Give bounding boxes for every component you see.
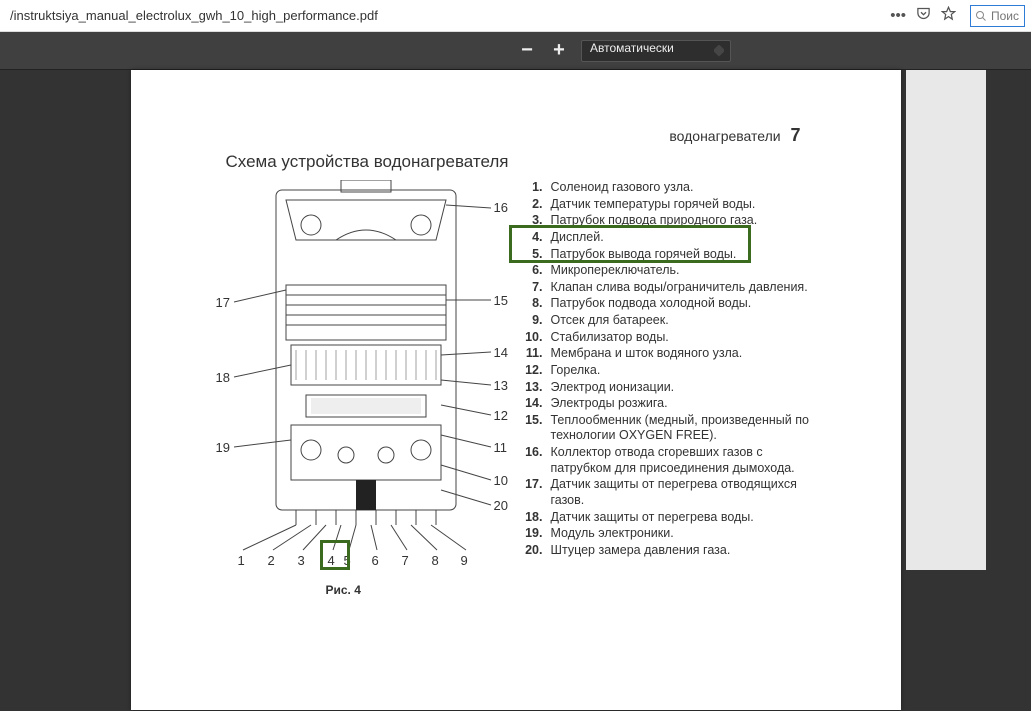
legend-num: 2. xyxy=(521,197,543,213)
legend-num: 17. xyxy=(521,477,543,508)
legend-item-7: 7. Клапан слива воды/ограничитель давлени… xyxy=(521,280,811,296)
zoom-select[interactable]: Автоматически xyxy=(581,40,731,62)
callout-14: 14 xyxy=(494,345,508,360)
zoom-out-button[interactable]: − xyxy=(517,39,537,62)
callout-13: 13 xyxy=(494,378,508,393)
legend-text: Электрод ионизации. xyxy=(551,380,811,396)
schematic-diagram: 1718191615141312111020123456789 xyxy=(216,180,516,560)
legend-item-19: 19. Модуль электроники. xyxy=(521,526,811,542)
header-category: водонагреватели xyxy=(669,128,780,144)
pdf-stage: водонагреватели 7 Схема устройства водон… xyxy=(0,70,1031,711)
legend-num: 12. xyxy=(521,363,543,379)
legend-item-8: 8. Патрубок подвода холодной воды. xyxy=(521,296,811,312)
highlight-2 xyxy=(320,540,350,570)
pocket-icon[interactable] xyxy=(916,6,931,25)
callout-10: 10 xyxy=(494,473,508,488)
callout-9: 9 xyxy=(461,553,468,568)
legend-text: Микропереключатель. xyxy=(551,263,811,279)
legend-text: Теплообменник (медный, произведенный по … xyxy=(551,413,811,444)
page-header: водонагреватели 7 xyxy=(669,125,800,146)
addr-icons: ••• xyxy=(890,6,962,25)
search-icon xyxy=(975,10,987,22)
legend-item-10: 10. Стабилизатор воды. xyxy=(521,330,811,346)
legend-item-14: 14. Электроды розжига. xyxy=(521,396,811,412)
legend-item-15: 15. Теплообменник (медный, произведенный … xyxy=(521,413,811,444)
highlight-1 xyxy=(509,225,751,263)
legend-num: 20. xyxy=(521,543,543,559)
legend-text: Стабилизатор воды. xyxy=(551,330,811,346)
callout-12: 12 xyxy=(494,408,508,423)
legend-num: 7. xyxy=(521,280,543,296)
legend-num: 11. xyxy=(521,346,543,362)
callout-6: 6 xyxy=(372,553,379,568)
legend-item-6: 6. Микропереключатель. xyxy=(521,263,811,279)
address-bar: /instruktsiya_manual_electrolux_gwh_10_h… xyxy=(0,0,1031,32)
callout-16: 16 xyxy=(494,200,508,215)
legend-text: Штуцер замера давления газа. xyxy=(551,543,811,559)
header-page: 7 xyxy=(790,125,800,145)
thumbnail-sidebar[interactable] xyxy=(906,70,986,570)
legend-num: 18. xyxy=(521,510,543,526)
legend-num: 15. xyxy=(521,413,543,444)
legend-item-2: 2. Датчик температуры горячей воды. xyxy=(521,197,811,213)
legend-item-16: 16. Коллектор отвода сгоревших газов с па… xyxy=(521,445,811,476)
pdf-toolbar: − + Автоматически xyxy=(0,32,1031,70)
legend-item-13: 13. Электрод ионизации. xyxy=(521,380,811,396)
callout-8: 8 xyxy=(432,553,439,568)
pdf-page: водонагреватели 7 Схема устройства водон… xyxy=(131,70,901,710)
legend-text: Патрубок подвода холодной воды. xyxy=(551,296,811,312)
legend-num: 1. xyxy=(521,180,543,196)
legend-item-17: 17. Датчик защиты от перегрева отводящихс… xyxy=(521,477,811,508)
legend-text: Электроды розжига. xyxy=(551,396,811,412)
legend-num: 10. xyxy=(521,330,543,346)
diagram-svg xyxy=(216,180,516,560)
legend-text: Датчик защиты от перегрева отводящихся г… xyxy=(551,477,811,508)
legend-num: 19. xyxy=(521,526,543,542)
legend-num: 14. xyxy=(521,396,543,412)
legend-num: 6. xyxy=(521,263,543,279)
legend-num: 16. xyxy=(521,445,543,476)
callout-3: 3 xyxy=(298,553,305,568)
search-box[interactable] xyxy=(970,5,1025,27)
legend-text: Мембрана и шток водяного узла. xyxy=(551,346,811,362)
figure-label: Рис. 4 xyxy=(326,583,361,597)
legend-item-18: 18. Датчик защиты от перегрева воды. xyxy=(521,510,811,526)
legend-text: Датчик защиты от перегрева воды. xyxy=(551,510,811,526)
legend-item-20: 20. Штуцер замера давления газа. xyxy=(521,543,811,559)
zoom-in-button[interactable]: + xyxy=(549,39,569,62)
section-title: Схема устройства водонагревателя xyxy=(226,152,509,172)
star-icon[interactable] xyxy=(941,6,956,25)
legend-text: Коллектор отвода сгоревших газов с патру… xyxy=(551,445,811,476)
legend-text: Соленоид газового узла. xyxy=(551,180,811,196)
callout-1: 1 xyxy=(238,553,245,568)
pdf-viewer: − + Автоматически водонагреватели 7 Схем… xyxy=(0,32,1031,711)
callout-20: 20 xyxy=(494,498,508,513)
callout-2: 2 xyxy=(268,553,275,568)
more-icon[interactable]: ••• xyxy=(890,7,906,24)
legend-text: Модуль электроники. xyxy=(551,526,811,542)
legend-num: 9. xyxy=(521,313,543,329)
callout-18: 18 xyxy=(216,370,230,385)
legend-num: 8. xyxy=(521,296,543,312)
callout-15: 15 xyxy=(494,293,508,308)
legend-item-1: 1. Соленоид газового узла. xyxy=(521,180,811,196)
legend-text: Клапан слива воды/ограничитель давления. xyxy=(551,280,811,296)
legend-num: 13. xyxy=(521,380,543,396)
url-path[interactable]: /instruktsiya_manual_electrolux_gwh_10_h… xyxy=(6,6,882,25)
callout-19: 19 xyxy=(216,440,230,455)
legend-item-9: 9. Отсек для батареек. xyxy=(521,313,811,329)
legend-text: Горелка. xyxy=(551,363,811,379)
legend-text: Отсек для батареек. xyxy=(551,313,811,329)
legend-text: Датчик температуры горячей воды. xyxy=(551,197,811,213)
legend-item-11: 11. Мембрана и шток водяного узла. xyxy=(521,346,811,362)
callout-11: 11 xyxy=(494,440,508,455)
search-input[interactable] xyxy=(991,9,1021,23)
callout-17: 17 xyxy=(216,295,230,310)
callout-7: 7 xyxy=(402,553,409,568)
legend-item-12: 12. Горелка. xyxy=(521,363,811,379)
